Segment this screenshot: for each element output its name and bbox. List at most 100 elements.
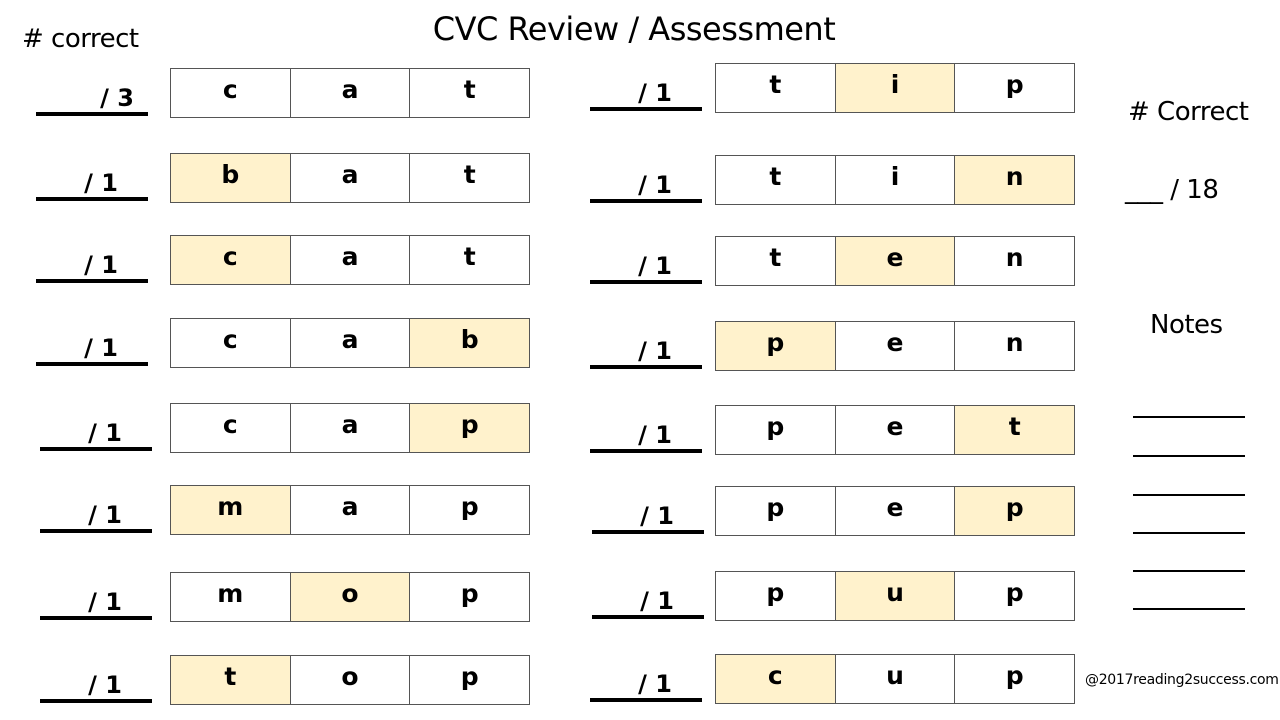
letter-cell: c xyxy=(171,69,291,117)
score-blank[interactable]: / 1 xyxy=(40,671,152,703)
letter-cell: e xyxy=(835,406,956,454)
letter-cell: t xyxy=(716,64,836,112)
score-blank[interactable]: / 1 xyxy=(590,252,702,284)
score-blank[interactable]: / 1 xyxy=(36,334,148,366)
score-denominator: / 1 xyxy=(638,670,672,698)
letter-cell: p xyxy=(716,487,836,535)
score-denominator: / 1 xyxy=(88,501,122,529)
letter-cell: t xyxy=(410,236,530,284)
score-blank[interactable]: / 1 xyxy=(590,337,702,369)
score-denominator: / 1 xyxy=(84,334,118,362)
letter-cell: i xyxy=(835,156,956,204)
score-blank[interactable]: / 1 xyxy=(36,251,148,283)
letter-cell: n xyxy=(955,237,1075,285)
letter-cell: c xyxy=(171,404,291,452)
note-line[interactable] xyxy=(1133,455,1245,457)
score-blank[interactable]: / 1 xyxy=(40,588,152,620)
score-denominator: / 1 xyxy=(638,421,672,449)
total-denominator: / 18 xyxy=(1170,175,1219,205)
letter-cell: t xyxy=(716,237,836,285)
score-blank[interactable]: / 1 xyxy=(40,419,152,451)
notes-label: Notes xyxy=(1150,310,1223,340)
score-denominator: / 1 xyxy=(88,671,122,699)
letter-cell-highlighted: c xyxy=(171,236,291,284)
letter-cell-highlighted: b xyxy=(410,319,530,367)
score-blank[interactable]: / 1 xyxy=(590,421,702,453)
letter-cell-highlighted: p xyxy=(955,487,1075,535)
total-score[interactable]: ___ / 18 xyxy=(1125,175,1219,205)
letter-cell-highlighted: t xyxy=(171,656,291,704)
letter-cell: p xyxy=(410,486,530,534)
score-denominator: / 1 xyxy=(640,502,674,530)
score-blank[interactable]: / 1 xyxy=(590,171,702,203)
score-blank[interactable]: / 1 xyxy=(590,79,702,111)
score-blank[interactable]: / 3 xyxy=(36,84,148,116)
note-line[interactable] xyxy=(1133,532,1245,534)
score-blank[interactable]: / 1 xyxy=(590,670,702,702)
note-line[interactable] xyxy=(1133,416,1245,418)
letter-cell-highlighted: b xyxy=(171,154,291,202)
letter-cell: t xyxy=(410,154,530,202)
score-denominator: / 1 xyxy=(84,251,118,279)
letter-cell: p xyxy=(955,655,1075,703)
letter-cell-highlighted: t xyxy=(955,406,1075,454)
letter-cell: e xyxy=(835,487,956,535)
note-line[interactable] xyxy=(1133,608,1245,610)
note-line[interactable] xyxy=(1133,570,1245,572)
letter-cell: u xyxy=(835,655,956,703)
letter-cell: a xyxy=(290,236,411,284)
letter-cell: c xyxy=(171,319,291,367)
total-blank[interactable]: ___ xyxy=(1125,175,1163,205)
letter-cell-highlighted: u xyxy=(835,572,956,620)
score-blank[interactable]: / 1 xyxy=(592,587,704,619)
letter-cell: p xyxy=(955,572,1075,620)
letter-cell: n xyxy=(955,322,1075,370)
score-blank[interactable]: / 1 xyxy=(40,501,152,533)
letter-cell-highlighted: o xyxy=(290,573,411,621)
letter-cell-highlighted: e xyxy=(835,237,956,285)
letter-cell: a xyxy=(290,404,411,452)
note-line[interactable] xyxy=(1133,494,1245,496)
letter-cell: p xyxy=(716,572,836,620)
score-denominator: / 1 xyxy=(640,587,674,615)
letter-cell: a xyxy=(290,319,411,367)
letter-cell: a xyxy=(290,486,411,534)
letter-cell: t xyxy=(410,69,530,117)
letter-cell: m xyxy=(171,573,291,621)
letter-cell: t xyxy=(716,156,836,204)
score-denominator: / 1 xyxy=(84,169,118,197)
letter-cell: p xyxy=(410,573,530,621)
score-blank[interactable]: / 1 xyxy=(36,169,148,201)
letter-cell: a xyxy=(290,154,411,202)
letter-cell-highlighted: c xyxy=(716,655,836,703)
letter-cell: p xyxy=(410,656,530,704)
total-correct-label: # Correct xyxy=(1128,97,1249,127)
letter-cell-highlighted: n xyxy=(955,156,1075,204)
score-denominator: / 1 xyxy=(88,588,122,616)
score-denominator: / 1 xyxy=(638,79,672,107)
score-denominator: / 1 xyxy=(88,419,122,447)
score-denominator: / 3 xyxy=(100,84,134,112)
letter-cell-highlighted: i xyxy=(835,64,956,112)
letter-cell-highlighted: m xyxy=(171,486,291,534)
copyright-credit: @2017reading2success.com xyxy=(1085,672,1279,688)
score-denominator: / 1 xyxy=(638,171,672,199)
letter-cell: o xyxy=(290,656,411,704)
score-blank[interactable]: / 1 xyxy=(592,502,704,534)
